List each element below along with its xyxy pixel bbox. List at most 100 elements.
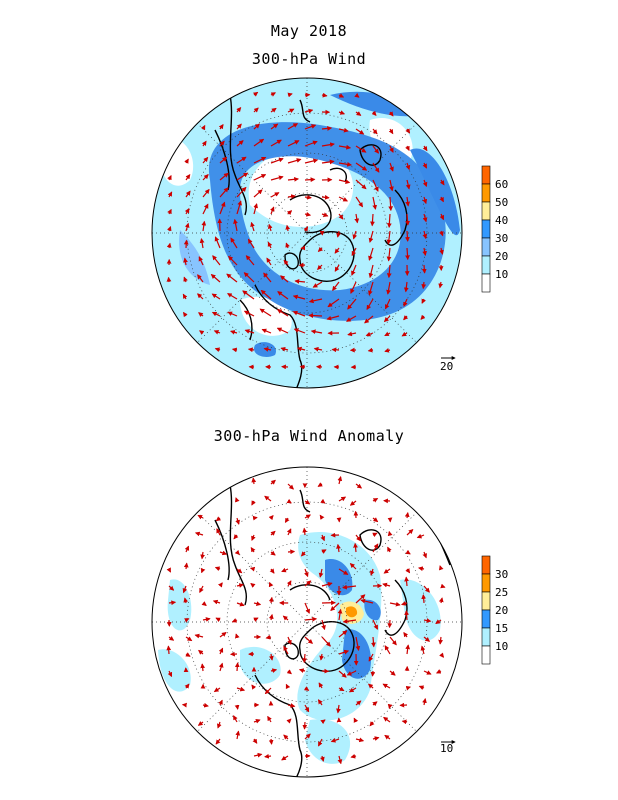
wind-vector-arrow <box>184 158 189 164</box>
wind-vector-arrow <box>422 162 428 169</box>
wind-vector-arrow <box>168 635 175 641</box>
wind-vector-arrow <box>218 123 224 130</box>
wind-vector-arrow <box>403 631 409 638</box>
wind-vector-arrow <box>320 534 325 542</box>
wind-vector-arrow <box>236 186 247 198</box>
wind-vector-arrow <box>321 549 327 554</box>
wind-vector-arrow <box>338 161 352 167</box>
wind-vector-arrow <box>338 496 347 502</box>
wind-vector-arrow <box>439 196 444 203</box>
wind-vector-arrow <box>276 309 289 317</box>
wind-vector-arrow <box>404 610 409 621</box>
figure-title: May 2018 <box>270 22 348 40</box>
wind-vector-arrow <box>330 738 340 743</box>
wind-vector-arrow <box>199 238 205 249</box>
wind-vector-arrow <box>215 738 221 745</box>
wind-vector-arrow <box>405 162 411 171</box>
wind-vector-arrow <box>386 213 392 228</box>
anomaly-25-region <box>346 606 358 618</box>
wind-vector-arrow <box>383 716 391 723</box>
wind-vector-arrow <box>368 247 374 261</box>
wind-vector-arrow <box>227 311 238 317</box>
wind-vector-arrow <box>202 702 209 708</box>
wind-vector-arrow <box>253 752 263 758</box>
wind-vector-arrow <box>280 275 289 283</box>
wind-vector-arrow <box>183 257 188 266</box>
colorbar-label: 30 <box>495 232 508 245</box>
wind-vector-arrow <box>320 719 326 725</box>
wind-vector-arrow <box>294 279 306 284</box>
wind-vector-arrow <box>249 566 256 572</box>
wind-vector-arrow <box>184 545 190 553</box>
wind-vector-arrow <box>167 174 172 181</box>
wind-vector-arrow <box>185 636 193 642</box>
wind-vector-arrow <box>244 329 255 334</box>
wind-vector-arrow <box>369 721 375 727</box>
wind-vector-arrow <box>243 272 255 283</box>
wind-vector-arrow <box>338 213 344 220</box>
wind-vector-arrow <box>183 311 188 318</box>
wind-vector-arrow <box>372 701 378 707</box>
wind-vector-arrow <box>231 618 238 623</box>
anomaly-10-region <box>305 719 351 764</box>
wind-vector-arrow <box>313 346 323 352</box>
wind-vector-arrow <box>304 140 318 147</box>
wind-vector-arrow <box>287 636 292 646</box>
wind-vector-arrow <box>270 139 282 147</box>
wind-vector-arrow <box>405 179 411 190</box>
wind-vector-arrow <box>235 517 240 525</box>
wind-vector-arrow <box>353 542 358 553</box>
wind-vector-arrow <box>439 230 444 237</box>
wind-vector-arrow <box>304 616 318 622</box>
wind-vector-arrow <box>259 308 272 317</box>
wind-vector-arrow <box>202 156 209 164</box>
colorbar-label: 20 <box>495 604 508 617</box>
wind-vector-arrow <box>304 194 312 200</box>
wind-vector-arrow <box>389 670 396 676</box>
wind-vector-arrow <box>268 738 274 745</box>
wind-vector-arrow <box>197 293 204 300</box>
wind-vector-arrow <box>199 330 205 335</box>
wind-vector-arrow <box>218 647 224 655</box>
wind-vector-arrow <box>270 157 284 164</box>
wind-vector-arrow <box>338 110 346 115</box>
wind-vector-arrow <box>420 314 426 320</box>
wind-vector-arrow <box>194 531 204 537</box>
wind-vector-arrow <box>168 585 175 591</box>
colorbar-swatch <box>481 165 491 185</box>
wind-vector-arrow <box>285 683 291 690</box>
wind-vector-arrow <box>438 565 444 571</box>
wind-vector-arrow <box>383 568 391 574</box>
wind-vector-arrow <box>282 615 289 621</box>
wind-vector-arrow <box>421 264 427 274</box>
wind-vector-arrow <box>422 196 428 205</box>
wind-vector-arrow <box>234 633 240 639</box>
wind-vector-arrow <box>405 685 411 691</box>
wind-vector-arrow <box>372 179 379 192</box>
wind-vector-arrow <box>284 517 290 523</box>
wind-vector-arrow <box>388 128 394 135</box>
wind-vector-arrow <box>230 330 238 335</box>
wind-vector-arrow <box>317 264 323 270</box>
wind-vector-arrow <box>283 645 289 655</box>
wind-vector-arrow <box>304 177 316 183</box>
wind-vector-arrow <box>317 699 323 706</box>
wind-vector-arrow <box>372 162 380 173</box>
wind-vector-arrow <box>270 668 278 673</box>
colorbar-swatch <box>481 645 491 665</box>
wind-vector-arrow <box>286 669 292 675</box>
wind-vector-arrow <box>293 328 306 334</box>
wind-vector-arrow <box>286 718 292 724</box>
wind-vector-arrow <box>210 273 221 283</box>
wind-vector-arrow <box>401 331 408 337</box>
colorbar-swatch <box>481 237 491 257</box>
wind-vector-arrow <box>338 127 349 133</box>
wind-vector-arrow <box>320 498 326 504</box>
wind-vector-arrow <box>264 687 272 695</box>
wind-vector-arrow <box>368 264 374 279</box>
wind-vector-arrow <box>338 686 345 692</box>
wind-vector-arrow <box>350 281 357 294</box>
wind-vector-arrow <box>383 315 391 323</box>
wind-vector-arrow <box>312 281 323 288</box>
wind-vector-arrow <box>338 568 349 576</box>
